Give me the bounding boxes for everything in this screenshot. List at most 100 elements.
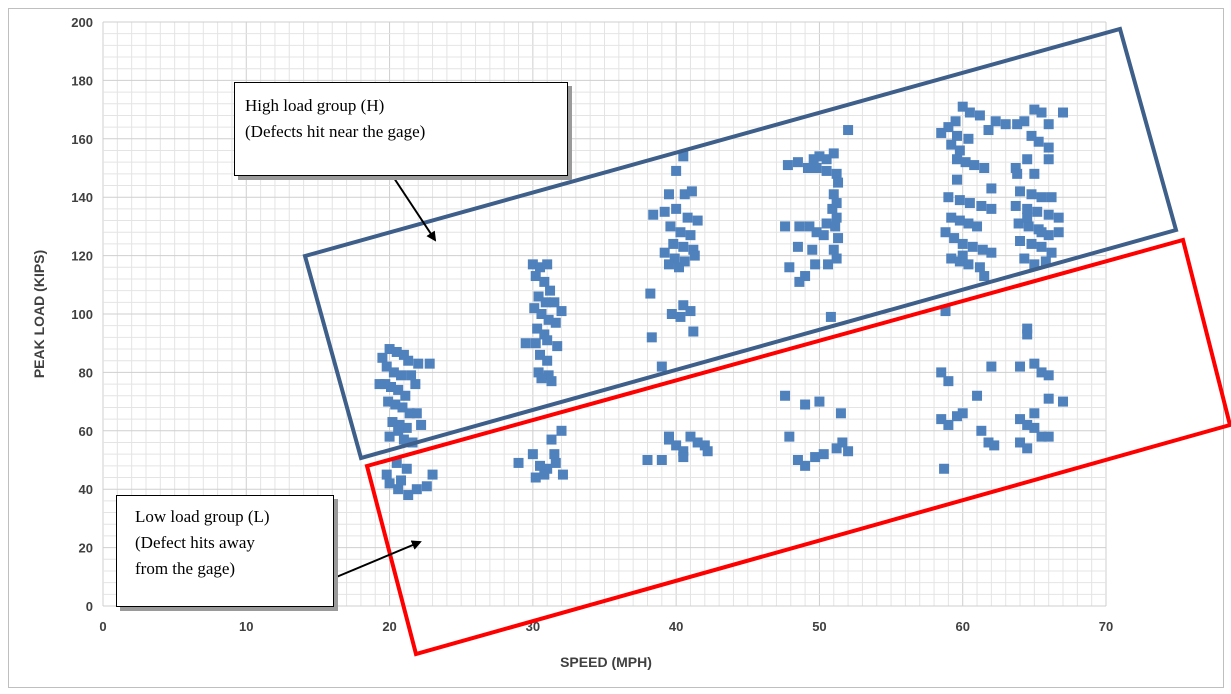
data-point bbox=[391, 346, 402, 357]
x-tick-label: 70 bbox=[1099, 619, 1113, 634]
data-point bbox=[1043, 393, 1054, 404]
y-tick-label: 20 bbox=[79, 541, 93, 556]
data-point bbox=[990, 116, 1001, 127]
data-point bbox=[686, 186, 697, 197]
data-point bbox=[666, 309, 677, 319]
data-point bbox=[794, 276, 805, 287]
data-point bbox=[939, 463, 950, 474]
data-point bbox=[381, 469, 392, 480]
data-point bbox=[831, 443, 842, 454]
data-point bbox=[821, 154, 832, 165]
data-point bbox=[1015, 361, 1026, 372]
x-axis-title: SPEED (MPH) bbox=[560, 654, 652, 670]
data-point bbox=[943, 376, 954, 387]
data-point bbox=[675, 227, 686, 238]
data-point bbox=[416, 419, 427, 430]
data-point bbox=[1022, 329, 1033, 340]
data-point bbox=[830, 221, 841, 232]
high-group-callout: High load group (H) (Defects hit near th… bbox=[234, 82, 568, 176]
low-load-group-box bbox=[364, 237, 1231, 657]
data-point bbox=[401, 463, 412, 474]
data-point bbox=[398, 349, 409, 360]
data-point bbox=[520, 338, 531, 349]
data-point bbox=[1033, 136, 1044, 147]
data-point bbox=[833, 233, 844, 244]
x-tick-label: 0 bbox=[99, 619, 106, 634]
data-point bbox=[1053, 227, 1064, 238]
y-tick-label: 100 bbox=[71, 307, 93, 322]
data-point bbox=[396, 370, 407, 381]
data-point bbox=[1043, 209, 1054, 220]
data-point bbox=[671, 440, 682, 451]
data-point bbox=[831, 198, 842, 209]
y-tick-label: 120 bbox=[71, 249, 93, 264]
data-point bbox=[843, 446, 854, 457]
data-point bbox=[943, 419, 954, 430]
data-point bbox=[843, 125, 854, 136]
data-point bbox=[679, 189, 690, 200]
data-point bbox=[656, 361, 667, 372]
data-point bbox=[543, 314, 554, 325]
data-point bbox=[1029, 104, 1040, 115]
data-point bbox=[1053, 212, 1064, 223]
data-point bbox=[659, 247, 670, 258]
data-point bbox=[645, 288, 656, 299]
y-tick-label: 160 bbox=[71, 132, 93, 147]
data-point bbox=[792, 241, 803, 252]
data-point bbox=[969, 160, 980, 171]
data-point bbox=[536, 373, 547, 384]
data-point bbox=[974, 110, 985, 121]
data-point bbox=[533, 291, 544, 302]
data-point bbox=[557, 469, 568, 480]
data-point bbox=[642, 455, 653, 465]
data-point bbox=[833, 177, 844, 188]
data-point bbox=[689, 250, 700, 261]
data-point bbox=[1040, 256, 1051, 267]
data-point bbox=[404, 408, 415, 419]
data-point bbox=[396, 475, 407, 486]
data-point bbox=[780, 390, 791, 401]
y-tick-label: 200 bbox=[71, 15, 93, 30]
data-point bbox=[1026, 130, 1037, 141]
data-point bbox=[656, 455, 667, 465]
data-point bbox=[823, 259, 834, 270]
data-point bbox=[1043, 230, 1054, 241]
data-point bbox=[1029, 259, 1040, 270]
data-point bbox=[682, 212, 693, 223]
data-point bbox=[388, 367, 399, 378]
low-group-callout: Low load group (L) (Defect hits away fro… bbox=[116, 495, 334, 607]
data-point bbox=[1029, 358, 1040, 369]
data-point bbox=[692, 437, 703, 448]
data-point bbox=[1043, 154, 1054, 165]
data-point bbox=[1043, 142, 1054, 153]
data-point bbox=[946, 139, 957, 150]
data-point bbox=[535, 349, 546, 360]
data-point bbox=[387, 417, 398, 428]
data-point bbox=[957, 408, 968, 419]
data-point bbox=[1036, 227, 1047, 238]
data-point bbox=[963, 218, 974, 229]
data-point bbox=[821, 165, 832, 176]
data-point bbox=[951, 130, 962, 141]
high-group-callout-line-1: High load group (H) bbox=[245, 96, 385, 115]
x-tick-label: 10 bbox=[239, 619, 253, 634]
data-point bbox=[699, 440, 710, 451]
data-point bbox=[827, 203, 838, 214]
data-point bbox=[1036, 241, 1047, 252]
data-point bbox=[979, 271, 990, 282]
data-point bbox=[381, 361, 392, 372]
data-point bbox=[685, 431, 696, 442]
data-point bbox=[400, 390, 411, 401]
data-point bbox=[380, 379, 391, 390]
data-point bbox=[542, 259, 553, 270]
data-point bbox=[1043, 431, 1054, 442]
data-point bbox=[678, 300, 689, 311]
data-point bbox=[702, 446, 713, 457]
data-point bbox=[979, 163, 990, 173]
data-point bbox=[550, 317, 561, 328]
data-point bbox=[377, 352, 388, 363]
data-point bbox=[527, 259, 538, 270]
low-callout-arrow bbox=[333, 540, 422, 579]
data-point bbox=[410, 379, 421, 390]
data-point bbox=[545, 285, 556, 296]
